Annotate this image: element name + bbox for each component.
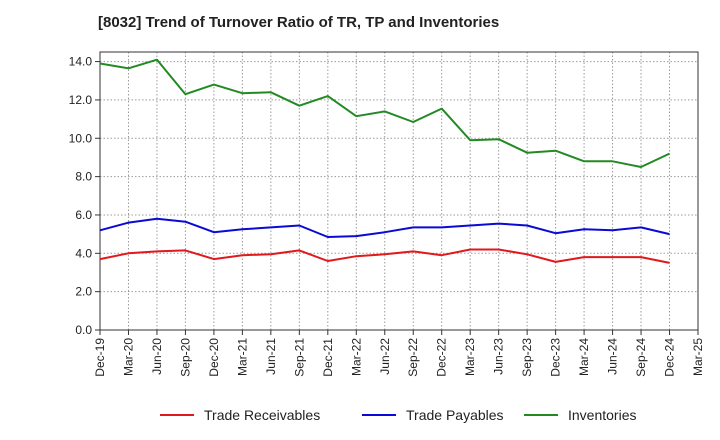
trade-receivables-line [99,248,670,264]
x-tick-label: Jun-20 [150,338,164,375]
axes: 0.0 2.0 4.0 6.0 8.0 10.0 12.0 14.0 Dec-19 Mar-20 J… [69,51,705,377]
x-tick-label: Sep-24 [634,338,648,377]
x-tick-label: Jun-22 [378,338,392,375]
x-tick-label: Dec-20 [207,338,221,377]
trade-payables-line [99,217,670,238]
y-tick-label: 0.0 [75,323,92,337]
legend-swatch [160,414,194,416]
plot-frame [99,51,699,331]
legend-label: Trade Payables [406,407,504,423]
x-tick-label: Dec-24 [663,338,677,377]
y-tick-label: 8.0 [75,170,92,184]
x-tick-label: Mar-24 [577,338,591,376]
series-lines [99,58,670,264]
x-tick-label: Mar-25 [691,338,705,376]
x-tick-label: Mar-22 [349,338,363,376]
x-tick-label: Dec-23 [549,338,563,377]
y-tick-label: 12.0 [69,93,93,107]
y-tick-label: 2.0 [75,285,92,299]
x-tick-label: Jun-21 [264,338,278,375]
inventories-line [99,58,670,168]
y-tick-label: 10.0 [69,131,93,145]
x-tick-label: Sep-23 [520,338,534,377]
x-tick-label: Jun-23 [492,338,506,375]
y-tick-label: 4.0 [75,246,92,260]
x-tick-label: Mar-21 [235,338,249,376]
legend-item-trade-payables: Trade Payables [362,404,504,426]
legend-item-trade-receivables: Trade Receivables [160,404,320,426]
legend-label: Inventories [568,407,637,423]
legend-label: Trade Receivables [204,407,321,423]
x-tick-label: Sep-21 [292,338,306,377]
x-tick-label: Jun-24 [606,338,620,375]
chart-title: [8032] Trend of Turnover Ratio of TR, TP… [98,14,500,31]
legend: Trade Receivables Trade Payables Inventori… [0,404,720,426]
x-tick-label: Mar-20 [121,338,135,376]
legend-swatch [524,414,558,416]
legend-swatch [362,414,396,416]
legend-item-inventories: Inventories [524,404,636,426]
x-tick-label: Sep-20 [178,338,192,377]
x-tick-label: Mar-23 [463,338,477,376]
x-tick-label: Sep-22 [406,338,420,377]
y-tick-label: 14.0 [69,55,93,69]
x-tick-label: Dec-21 [321,338,335,377]
x-tick-label: Dec-19 [93,338,107,377]
x-tick-label: Dec-22 [435,338,449,377]
y-tick-label: 6.0 [75,208,92,222]
